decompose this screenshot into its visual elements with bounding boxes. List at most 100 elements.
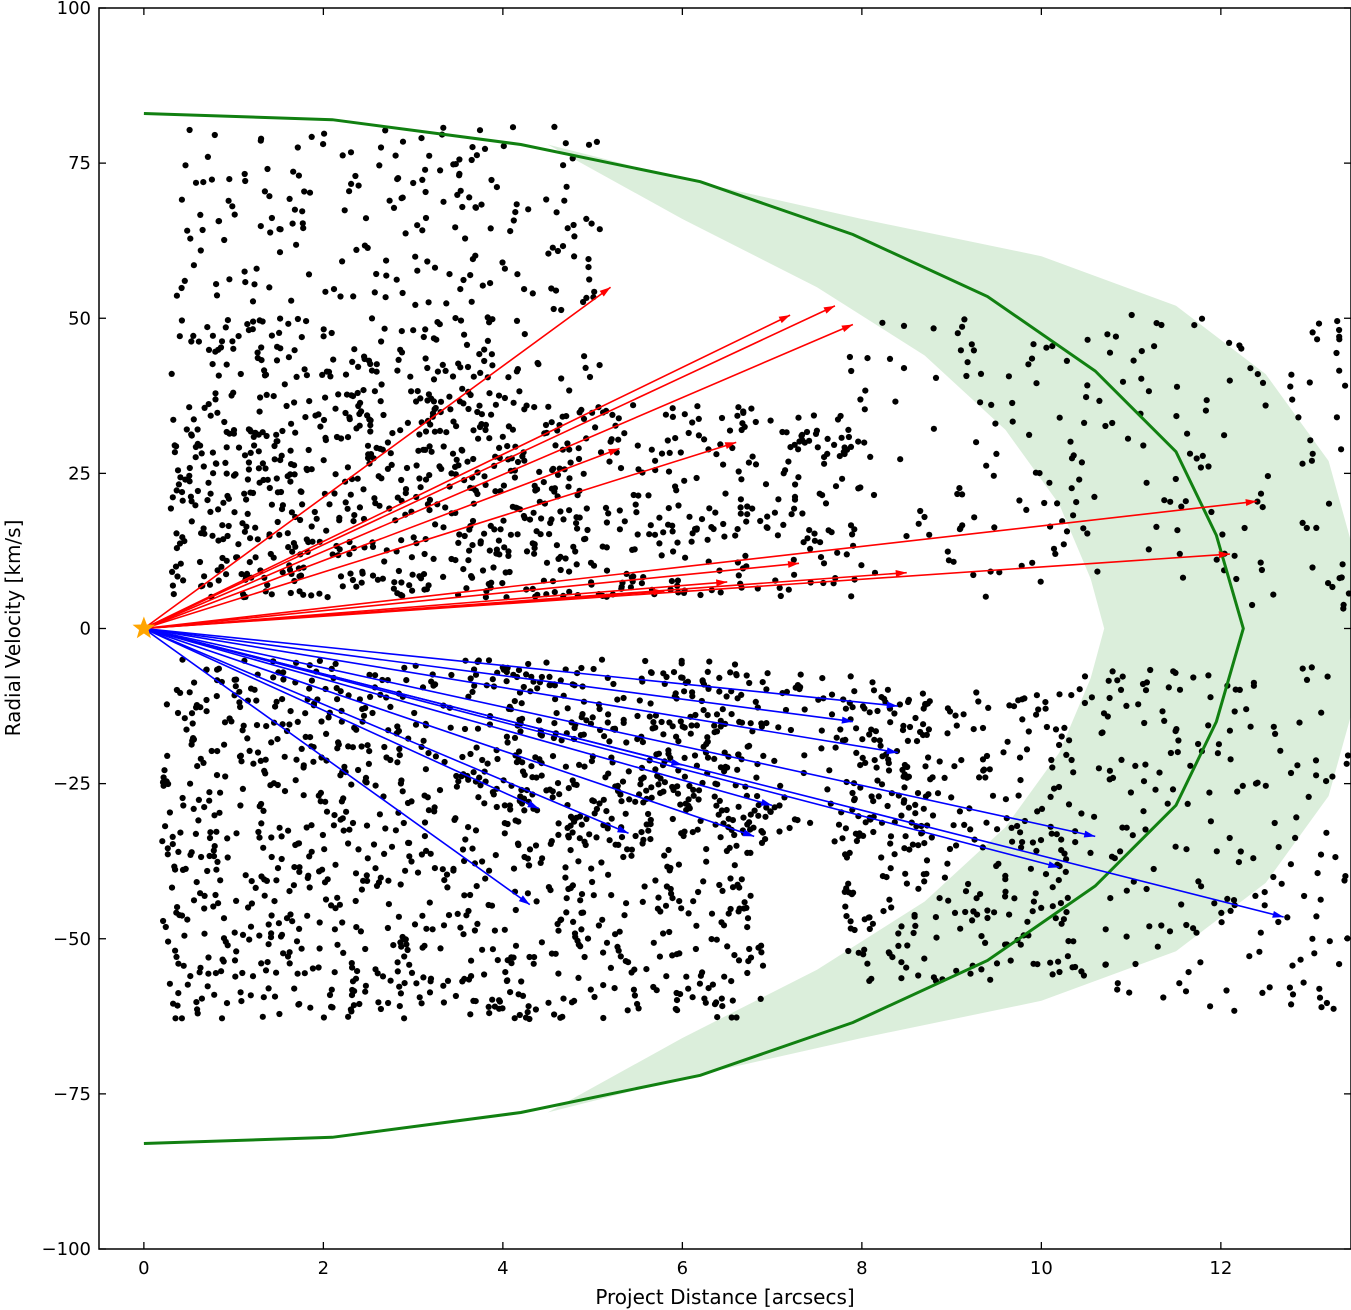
data-point	[251, 281, 258, 288]
data-point	[685, 429, 692, 437]
data-point	[814, 444, 821, 451]
data-point	[560, 995, 567, 1002]
data-point	[164, 845, 171, 852]
data-point	[420, 737, 427, 744]
data-point	[245, 459, 252, 466]
data-point	[449, 373, 457, 380]
data-point	[546, 673, 553, 681]
data-point	[348, 781, 355, 788]
data-point	[564, 440, 571, 447]
data-point	[492, 488, 499, 495]
data-point	[1068, 756, 1075, 764]
data-point	[590, 665, 597, 673]
data-point	[290, 540, 297, 547]
data-point	[501, 265, 508, 272]
data-point	[1102, 926, 1109, 933]
data-point	[188, 431, 195, 438]
data-point	[455, 462, 462, 469]
data-point	[513, 201, 520, 208]
data-point	[740, 814, 747, 821]
data-point	[912, 714, 919, 722]
data-point	[330, 286, 338, 293]
data-point	[617, 465, 625, 472]
data-point	[172, 866, 179, 873]
data-point	[663, 673, 670, 681]
data-point	[1173, 413, 1180, 420]
data-point	[516, 1011, 523, 1019]
data-point	[212, 891, 219, 899]
data-point	[573, 514, 580, 521]
data-point	[207, 508, 214, 515]
data-point	[180, 577, 187, 584]
data-point	[1081, 699, 1088, 707]
data-point	[453, 456, 460, 463]
data-point	[536, 468, 543, 475]
data-point	[289, 918, 296, 925]
data-point	[764, 513, 771, 520]
data-point	[956, 808, 964, 815]
data-point	[923, 731, 930, 739]
data-point	[253, 265, 260, 272]
data-point	[713, 711, 721, 718]
data-point	[1017, 829, 1024, 836]
data-point	[221, 741, 228, 748]
data-point	[1293, 814, 1300, 821]
data-point	[652, 766, 659, 773]
vector-arrowhead	[760, 798, 773, 806]
data-point	[349, 576, 356, 584]
data-point	[545, 250, 552, 257]
data-point	[930, 425, 938, 432]
data-point	[575, 445, 582, 452]
data-point	[162, 823, 169, 830]
data-point	[294, 144, 301, 151]
data-point	[696, 980, 704, 987]
data-point	[555, 927, 562, 934]
data-point	[197, 211, 204, 218]
data-point	[647, 669, 655, 676]
data-point	[873, 764, 880, 771]
data-point	[309, 965, 316, 972]
data-point	[1119, 824, 1126, 831]
data-point	[755, 802, 762, 809]
data-point	[218, 968, 225, 975]
data-point	[251, 442, 258, 449]
data-point	[681, 773, 689, 780]
data-point	[1145, 388, 1152, 395]
data-point	[717, 441, 724, 448]
data-point	[548, 419, 555, 426]
data-point	[192, 502, 199, 509]
data-point	[986, 766, 993, 773]
data-point	[510, 865, 518, 872]
data-point	[1042, 871, 1050, 878]
data-point	[1197, 464, 1204, 471]
data-point	[221, 418, 228, 426]
vector-arrowhead	[886, 701, 898, 709]
data-point	[1164, 800, 1171, 807]
data-point	[1301, 892, 1308, 900]
data-point	[590, 892, 597, 899]
data-point	[465, 824, 472, 831]
data-point	[869, 920, 877, 927]
data-point	[780, 521, 787, 529]
data-point	[268, 591, 275, 598]
redshifted-vectors	[143, 286, 1257, 630]
data-point	[1344, 752, 1351, 759]
data-point	[453, 772, 460, 780]
data-point	[910, 929, 917, 937]
data-point	[1277, 747, 1284, 754]
data-point	[470, 373, 477, 380]
data-point	[394, 590, 401, 597]
data-point	[316, 657, 323, 665]
data-point	[193, 704, 200, 711]
data-point	[971, 514, 978, 521]
data-point	[1172, 475, 1179, 483]
data-point	[702, 999, 709, 1006]
data-point	[521, 853, 528, 861]
data-point	[340, 949, 347, 957]
data-point	[738, 719, 746, 726]
data-point	[256, 932, 263, 939]
data-point	[300, 792, 307, 799]
data-point	[984, 914, 991, 922]
data-point	[695, 796, 702, 803]
data-point	[565, 785, 572, 792]
